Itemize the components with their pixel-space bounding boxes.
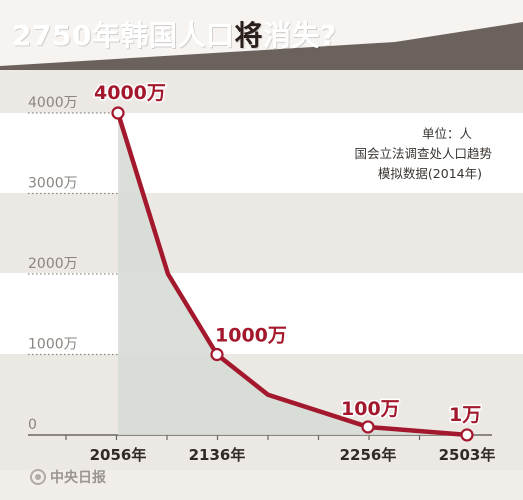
background-bands: [0, 70, 523, 470]
x-tick-label: 2256年: [340, 446, 397, 464]
x-tick-label: 2503年: [439, 446, 496, 464]
x-tick-label: 2056年: [90, 446, 147, 464]
series-line: [115, 110, 470, 438]
title-part-2: 消失?: [262, 19, 337, 52]
area-fill: [118, 113, 467, 435]
y-tick-label: 3000万: [28, 176, 78, 192]
y-tick-label: 0: [28, 417, 37, 433]
title-part-1: 2750年韩国人口: [12, 19, 235, 52]
population-line: [115, 110, 470, 438]
y-tick-label: 4000万: [28, 95, 78, 111]
x-tick-label: 2136年: [189, 446, 246, 464]
header-accent: [0, 0, 523, 66]
legend-source: 国会立法调查处人口趋势: [354, 146, 492, 161]
legend-unit: 单位：人: [422, 126, 473, 141]
logo-text: 中央日报: [50, 470, 106, 486]
data-point-marker: [361, 420, 375, 434]
data-point-marker: [111, 106, 125, 120]
y-tick-labels: 4000万 3000万 2000万 1000万 0: [28, 95, 78, 433]
y-tick-label: 2000万: [28, 256, 78, 272]
band-light-0: [0, 113, 523, 193]
legend-box: 单位：人 国会立法调查处人口趋势 模拟数据(2014年): [354, 126, 492, 181]
y-tick-label: 1000万: [28, 337, 78, 353]
band-light-1: [0, 273, 523, 354]
legend-note: 模拟数据(2014年): [378, 166, 482, 181]
area-under-curve: [118, 113, 467, 435]
data-point-marker: [460, 428, 474, 442]
title-highlight: 将: [234, 19, 263, 52]
publisher-logo: 中央日报: [30, 467, 106, 487]
data-label: 1000万: [215, 325, 287, 347]
data-label: 100万: [341, 398, 400, 420]
data-point-marker: [210, 347, 224, 362]
data-labels: 4000万 1000万 100万 1万: [93, 81, 483, 428]
page-title: 2750年韩国人口将消失?: [12, 14, 337, 54]
data-label: 4000万: [94, 82, 166, 104]
data-markers: [111, 106, 474, 442]
data-label: 1万: [449, 404, 481, 426]
logo-icon: [30, 469, 46, 485]
x-tick-labels: 2056年 2136年 2256年 2503年: [90, 446, 496, 464]
